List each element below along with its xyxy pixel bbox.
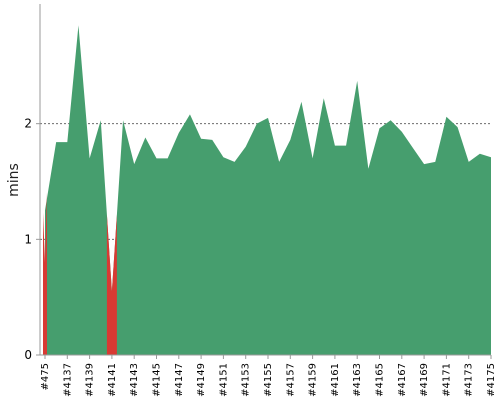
x-tick-label: #4151 xyxy=(218,363,229,397)
axes xyxy=(39,4,491,356)
duration-area xyxy=(45,25,491,355)
x-tick-label: #4175 xyxy=(486,363,497,397)
x-tick-label: #4137 xyxy=(62,363,73,397)
x-axis-ticks: #475 #4137 #4139 #4141 #4143 #4145 #4147 #4149 #… xyxy=(40,355,497,397)
plot-area xyxy=(43,25,491,355)
x-tick-label: #4149 xyxy=(196,363,207,397)
y-axis-ticks: 0 1 2 xyxy=(24,117,40,362)
x-tick-label: #4143 xyxy=(129,363,140,397)
x-tick-label: #4173 xyxy=(464,363,475,397)
x-tick-label: #4167 xyxy=(397,363,408,397)
x-tick-label: #4147 xyxy=(174,363,185,397)
x-tick-label: #4169 xyxy=(419,363,430,397)
x-tick-label: #4141 xyxy=(107,363,118,397)
x-tick-label: #4139 xyxy=(85,363,96,397)
x-tick-label: #475 xyxy=(40,363,51,390)
x-tick-label: #4171 xyxy=(441,363,452,397)
x-tick-label: #4163 xyxy=(352,363,363,397)
x-tick-label: #4165 xyxy=(375,363,386,397)
failed-build-marker xyxy=(43,192,47,355)
x-tick-label: #4155 xyxy=(263,363,274,397)
x-tick-label: #4145 xyxy=(152,363,163,397)
x-tick-label: #4161 xyxy=(330,363,341,397)
y-tick-label: 1 xyxy=(24,232,32,246)
failed-build-marker xyxy=(106,214,117,355)
x-tick-label: #4153 xyxy=(241,363,252,397)
y-axis-title: mins xyxy=(6,163,22,197)
y-tick-label: 2 xyxy=(24,117,32,131)
y-tick-label: 0 xyxy=(24,348,32,362)
x-tick-label: #4159 xyxy=(308,363,319,397)
x-tick-label: #4157 xyxy=(285,363,296,397)
